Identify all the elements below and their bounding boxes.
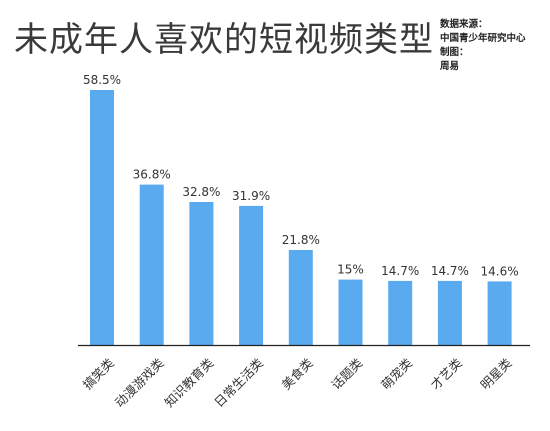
category-label-1: 动漫游戏类 <box>112 355 167 410</box>
value-label-8: 14.6% <box>481 264 519 278</box>
category-label-5: 话题类 <box>328 355 365 392</box>
value-label-2: 32.8% <box>182 185 220 199</box>
value-label-0: 58.5% <box>83 73 121 87</box>
value-label-6: 14.7% <box>381 264 419 278</box>
value-label-4: 21.8% <box>282 233 320 247</box>
source-block: 数据来源： 中国青少年研究中心 制图： 周易 <box>440 18 526 74</box>
bar-5 <box>338 279 363 345</box>
value-label-3: 31.9% <box>232 189 270 203</box>
category-label-6: 萌宠类 <box>378 355 415 392</box>
category-label-8: 明星类 <box>477 355 514 392</box>
bar-7 <box>437 280 462 345</box>
category-label-0: 搞笑类 <box>80 355 117 392</box>
source-label: 数据来源： <box>440 19 488 30</box>
value-label-5: 15% <box>337 263 364 277</box>
category-label-3: 日常生活类 <box>211 355 266 410</box>
value-label-7: 14.7% <box>431 264 469 278</box>
source-value: 中国青少年研究中心 <box>440 33 526 44</box>
bar-2 <box>189 202 214 345</box>
category-label-2: 知识教育类 <box>161 355 216 410</box>
bar-8 <box>487 281 512 345</box>
made-value: 周易 <box>440 61 460 72</box>
bar-6 <box>388 280 413 345</box>
bar-0 <box>90 90 114 345</box>
bar-3 <box>239 205 264 345</box>
bar-1 <box>139 184 164 345</box>
value-label-1: 36.8% <box>133 168 171 182</box>
chart-title: 未成年人喜欢的短视频类型 <box>14 20 434 60</box>
made-label: 制图： <box>440 47 469 58</box>
bar-4 <box>288 250 313 345</box>
category-label-4: 美食类 <box>279 355 316 392</box>
category-label-7: 才艺类 <box>428 355 465 392</box>
